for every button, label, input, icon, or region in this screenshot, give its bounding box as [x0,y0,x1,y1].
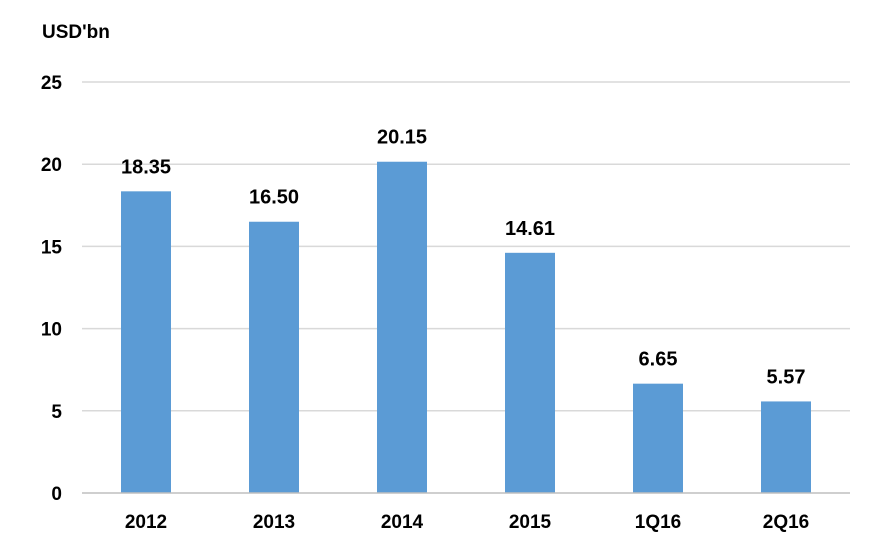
bar [761,401,811,493]
y-tick-label: 15 [41,237,63,258]
bar [377,161,427,493]
data-label: 5.57 [767,366,806,388]
y-tick-label: 0 [51,484,62,505]
y-axis-ticks: 0 5 10 15 20 25 [41,73,63,505]
x-axis-ticks: 2012 2013 2014 2015 1Q16 2Q16 [125,512,809,533]
gridlines [82,81,850,412]
data-label: 18.35 [121,156,171,178]
data-label: 14.61 [505,218,555,240]
data-label: 20.15 [377,127,427,149]
y-tick-label: 25 [41,73,63,94]
bar [121,191,171,494]
bar [505,252,555,493]
y-tick-label: 10 [41,320,62,341]
bars [121,161,811,494]
bar [249,221,299,494]
x-tick-label: 2Q16 [763,512,809,533]
x-tick-label: 2014 [381,512,424,533]
y-axis-label: USD'bn [42,22,110,43]
x-tick-label: 2013 [253,512,295,533]
y-tick-label: 5 [51,402,62,423]
y-tick-label: 20 [41,155,62,176]
x-tick-label: 2012 [125,512,167,533]
data-labels: 18.35 16.50 20.15 14.61 6.65 5.57 [121,127,806,389]
x-tick-label: 2015 [509,512,552,533]
data-label: 16.50 [249,187,299,209]
data-label: 6.65 [639,349,678,371]
x-tick-label: 1Q16 [635,512,681,533]
bar [633,383,683,493]
